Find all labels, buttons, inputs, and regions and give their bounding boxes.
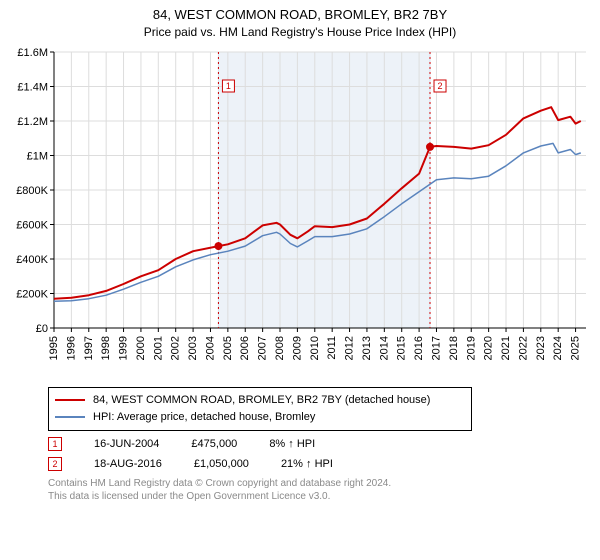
svg-text:2019: 2019 — [465, 336, 477, 360]
title-address: 84, WEST COMMON ROAD, BROMLEY, BR2 7BY — [8, 6, 592, 24]
svg-text:£0: £0 — [36, 323, 48, 335]
svg-text:1998: 1998 — [100, 336, 112, 360]
svg-text:£600K: £600K — [16, 219, 48, 231]
svg-text:2009: 2009 — [291, 336, 303, 360]
svg-text:£1.2M: £1.2M — [17, 116, 48, 128]
legend: 84, WEST COMMON ROAD, BROMLEY, BR2 7BY (… — [48, 387, 472, 431]
svg-text:2006: 2006 — [239, 336, 251, 360]
svg-text:2: 2 — [438, 81, 443, 91]
svg-text:2008: 2008 — [274, 336, 286, 360]
svg-text:2017: 2017 — [430, 336, 442, 360]
legend-label: HPI: Average price, detached house, Brom… — [93, 409, 315, 426]
sale-marker-box: 1 — [48, 437, 62, 451]
svg-text:2004: 2004 — [204, 336, 216, 360]
svg-text:2010: 2010 — [309, 336, 321, 360]
legend-swatch — [55, 416, 85, 418]
svg-text:2011: 2011 — [326, 336, 338, 360]
svg-text:2007: 2007 — [257, 336, 269, 360]
svg-text:1997: 1997 — [83, 336, 95, 360]
legend-item: HPI: Average price, detached house, Brom… — [55, 409, 465, 426]
svg-text:2023: 2023 — [535, 336, 547, 360]
legend-label: 84, WEST COMMON ROAD, BROMLEY, BR2 7BY (… — [93, 392, 430, 409]
svg-text:1995: 1995 — [48, 336, 60, 360]
sale-price: £1,050,000 — [194, 458, 249, 470]
sale-price: £475,000 — [191, 438, 237, 450]
svg-text:2024: 2024 — [552, 336, 564, 360]
sale-date: 18-AUG-2016 — [94, 458, 162, 470]
sale-marker-box: 2 — [48, 457, 62, 471]
footer-line: This data is licensed under the Open Gov… — [48, 490, 592, 504]
svg-text:1996: 1996 — [65, 336, 77, 360]
svg-text:2012: 2012 — [344, 336, 356, 360]
svg-text:2003: 2003 — [187, 336, 199, 360]
svg-text:2001: 2001 — [152, 336, 164, 360]
svg-text:1999: 1999 — [118, 336, 130, 360]
svg-text:2025: 2025 — [570, 336, 582, 360]
svg-text:2002: 2002 — [170, 336, 182, 360]
price-chart: £0 £200K £400K £600K £800K £1M £1.2M £1.4M £1.6M… — [8, 46, 592, 384]
svg-text:1: 1 — [226, 81, 231, 91]
svg-text:£800K: £800K — [16, 185, 48, 197]
sale-hpi-diff: 21% ↑ HPI — [281, 458, 333, 470]
svg-text:2005: 2005 — [222, 336, 234, 360]
svg-text:2015: 2015 — [396, 336, 408, 360]
sale-hpi-diff: 8% ↑ HPI — [269, 438, 315, 450]
svg-text:£1.4M: £1.4M — [17, 81, 48, 93]
legend-item: 84, WEST COMMON ROAD, BROMLEY, BR2 7BY (… — [55, 392, 465, 409]
svg-text:2020: 2020 — [483, 336, 495, 360]
title-subtitle: Price paid vs. HM Land Registry's House … — [8, 24, 592, 40]
sale-date: 16-JUN-2004 — [94, 438, 159, 450]
svg-text:2000: 2000 — [135, 336, 147, 360]
svg-text:2022: 2022 — [517, 336, 529, 360]
svg-text:£1M: £1M — [27, 150, 48, 162]
svg-text:2018: 2018 — [448, 336, 460, 360]
svg-text:2021: 2021 — [500, 336, 512, 360]
footer-line: Contains HM Land Registry data © Crown c… — [48, 477, 592, 491]
sale-row: 1 16-JUN-2004 £475,000 8% ↑ HPI — [48, 437, 592, 451]
svg-text:£1.6M: £1.6M — [17, 47, 48, 59]
svg-text:£200K: £200K — [16, 288, 48, 300]
svg-text:2016: 2016 — [413, 336, 425, 360]
svg-text:2014: 2014 — [378, 336, 390, 360]
svg-text:£400K: £400K — [16, 254, 48, 266]
svg-text:2013: 2013 — [361, 336, 373, 360]
sales-table: 1 16-JUN-2004 £475,000 8% ↑ HPI 2 18-AUG… — [48, 437, 592, 471]
sale-row: 2 18-AUG-2016 £1,050,000 21% ↑ HPI — [48, 457, 592, 471]
legend-swatch — [55, 399, 85, 401]
footer: Contains HM Land Registry data © Crown c… — [48, 477, 592, 504]
